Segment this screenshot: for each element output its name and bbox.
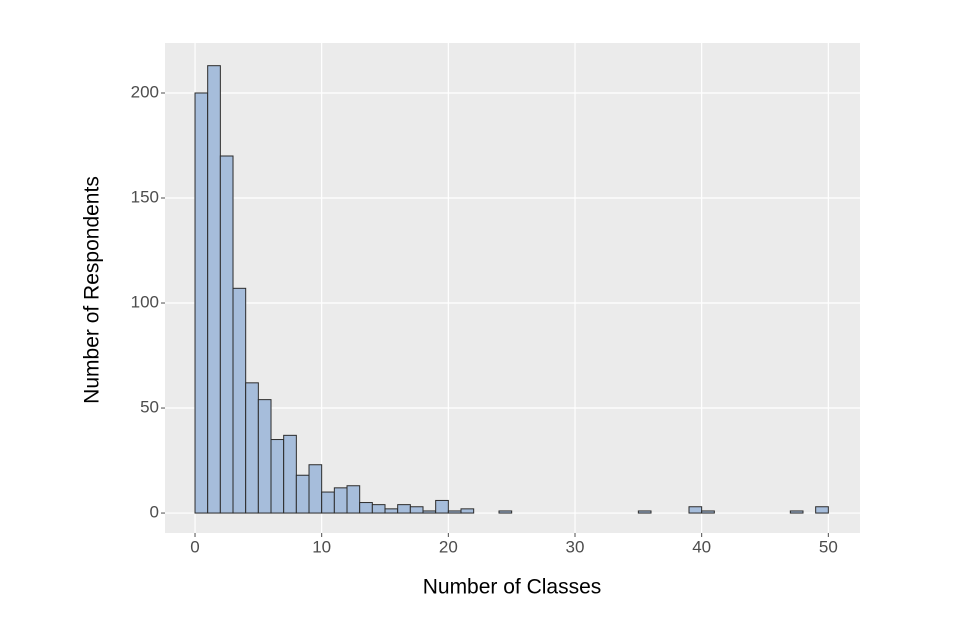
bar <box>815 506 829 514</box>
bar <box>447 510 462 514</box>
bar <box>283 434 297 514</box>
bar <box>321 491 335 514</box>
y-tick-label: 0 <box>150 503 159 522</box>
bar <box>409 506 424 514</box>
bar <box>701 510 715 514</box>
bar <box>346 485 361 514</box>
y-tick-label: 200 <box>131 82 159 101</box>
bar <box>219 155 234 514</box>
bar <box>435 499 449 514</box>
bar <box>637 510 652 514</box>
bars <box>194 65 829 514</box>
bar <box>257 399 272 514</box>
x-tick-label: 30 <box>566 537 585 556</box>
bar <box>232 287 247 514</box>
x-tick-label: 20 <box>439 537 458 556</box>
bar <box>422 510 437 514</box>
x-tick-label: 50 <box>819 537 838 556</box>
bar <box>308 464 323 514</box>
bar <box>789 510 804 514</box>
y-tick-label: 100 <box>131 293 159 312</box>
tick-labels: 0 50 100 150 200 0 10 20 30 40 50 <box>131 82 838 556</box>
bar <box>270 439 285 514</box>
bar <box>460 508 475 514</box>
y-axis-title: Number of Respondents <box>81 176 104 404</box>
x-tick-label: 40 <box>692 537 711 556</box>
bar <box>397 504 411 514</box>
x-tick-label: 10 <box>312 537 331 556</box>
grid <box>165 43 860 533</box>
bar <box>688 506 703 514</box>
bar <box>498 510 513 514</box>
bar <box>295 474 310 514</box>
bar <box>371 504 386 514</box>
x-tick-label: 0 <box>190 537 199 556</box>
bar <box>194 92 209 514</box>
bar <box>384 508 399 514</box>
x-axis-title: Number of Classes <box>423 576 602 599</box>
bar <box>245 382 259 514</box>
y-tick-label: 150 <box>131 187 159 206</box>
bar <box>359 502 373 514</box>
bar <box>207 65 221 514</box>
y-tick-label: 50 <box>140 398 159 417</box>
bar <box>333 487 348 514</box>
